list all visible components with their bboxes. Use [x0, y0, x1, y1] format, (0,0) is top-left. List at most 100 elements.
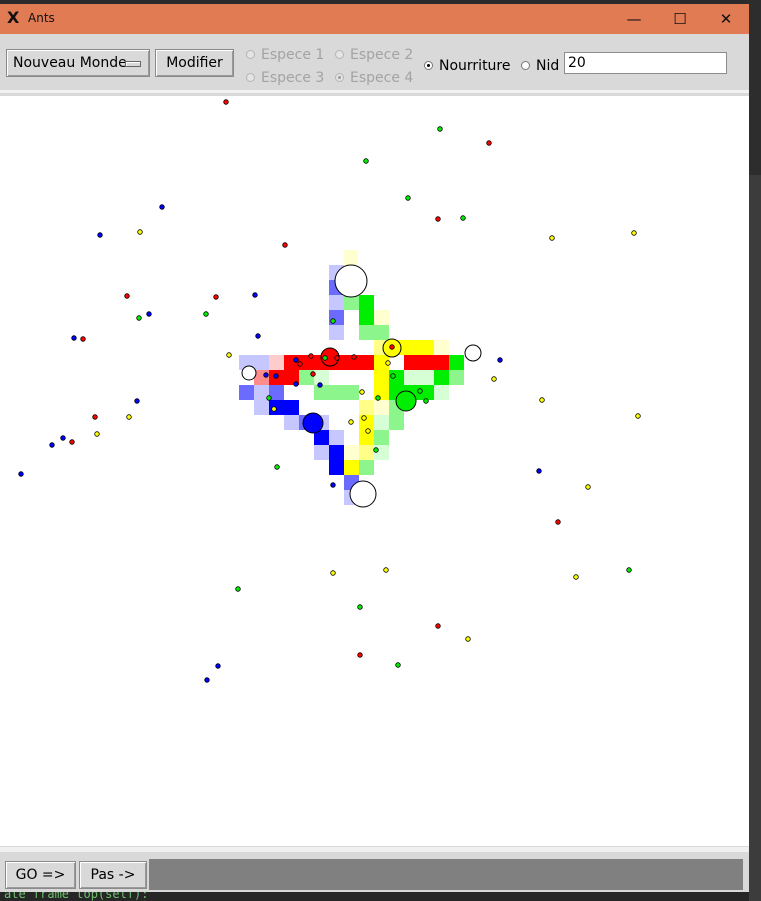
- ant-dot: [631, 230, 637, 236]
- ant-dot: [308, 353, 314, 359]
- toolbar-separator: [0, 90, 749, 93]
- radio-icon: [335, 50, 344, 59]
- ant-dot: [263, 372, 269, 378]
- amount-input[interactable]: [564, 52, 727, 74]
- ant-dot: [137, 229, 143, 235]
- ant-dot: [334, 355, 340, 361]
- pheromone-cell: [359, 355, 374, 370]
- ant-dot: [373, 447, 379, 453]
- ant-dot: [97, 232, 103, 238]
- ant-dot: [365, 428, 371, 434]
- pheromone-cell: [344, 250, 358, 265]
- ant-dot: [330, 570, 336, 576]
- ant-dot: [549, 235, 555, 241]
- ant-dot: [497, 357, 503, 363]
- ant-dot: [136, 315, 142, 321]
- ant-dot: [60, 435, 66, 441]
- food-circle: [241, 365, 257, 381]
- title-bar[interactable]: X Ants — ☐ ✕: [0, 4, 749, 34]
- pheromone-cell: [434, 385, 449, 400]
- minimize-button[interactable]: —: [626, 10, 642, 28]
- ant-dot: [348, 419, 354, 425]
- ant-dot: [385, 360, 391, 366]
- radio-icon: [246, 50, 255, 59]
- ant-dot: [573, 574, 579, 580]
- ant-dot: [266, 395, 272, 401]
- ant-dot: [235, 586, 241, 592]
- ant-dot: [555, 519, 561, 525]
- ant-dot: [297, 361, 303, 367]
- radio-selected-icon: [335, 73, 344, 82]
- world-menu-label: Nouveau Monde: [13, 55, 127, 71]
- ant-dot: [317, 382, 323, 388]
- maximize-button[interactable]: ☐: [673, 10, 687, 28]
- pheromone-cell: [299, 355, 314, 370]
- species-1-label: Espece 1: [261, 47, 325, 63]
- background-code-text: ate frame top(self):: [4, 892, 149, 901]
- ant-dot: [389, 344, 395, 350]
- pheromone-cell: [344, 445, 359, 460]
- pheromone-cell: [404, 370, 419, 385]
- ant-dot: [437, 126, 443, 132]
- bottom-separator: [0, 847, 749, 852]
- pheromone-cell: [254, 385, 269, 400]
- ant-dot: [536, 468, 542, 474]
- background-code-line: ate frame top(self):: [0, 892, 749, 901]
- pheromone-cell: [419, 370, 434, 385]
- modify-button[interactable]: Modifier: [155, 49, 234, 77]
- background-window-edge-top: [749, 0, 761, 175]
- ant-dot: [423, 398, 429, 404]
- pheromone-cell: [269, 400, 284, 415]
- pheromone-cell: [374, 355, 389, 370]
- ant-dot: [390, 373, 396, 379]
- pheromone-cell: [404, 340, 419, 355]
- pheromone-cell: [314, 430, 329, 445]
- ant-dot: [274, 464, 280, 470]
- simulation-canvas[interactable]: [0, 96, 749, 846]
- pheromone-cell: [359, 445, 374, 460]
- ant-dot: [383, 567, 389, 573]
- ant-dot: [124, 293, 130, 299]
- pheromone-cell: [374, 325, 389, 340]
- ant-dot: [417, 388, 423, 394]
- pheromone-cell: [344, 460, 359, 475]
- pheromone-cell: [449, 370, 464, 385]
- nest-circle: [395, 390, 417, 412]
- ant-dot: [71, 335, 77, 341]
- ant-dot: [375, 395, 381, 401]
- ant-dot: [273, 373, 279, 379]
- pheromone-cell: [374, 430, 389, 445]
- pheromone-cell: [359, 430, 374, 445]
- pheromone-cell: [359, 460, 374, 475]
- ant-dot: [330, 482, 336, 488]
- pheromone-cell: [374, 370, 389, 385]
- close-button[interactable]: ✕: [719, 10, 733, 28]
- step-button[interactable]: Pas ->: [79, 861, 147, 889]
- ant-dot: [363, 158, 369, 164]
- ant-dot: [293, 381, 299, 387]
- ant-dot: [322, 355, 328, 361]
- bottom-bar: GO => Pas ->: [0, 852, 749, 896]
- menu-indicator-icon: [125, 61, 141, 67]
- window-title: Ants: [28, 11, 55, 25]
- pheromone-cell: [434, 340, 449, 355]
- pheromone-cell: [434, 355, 449, 370]
- species-2-label: Espece 2: [350, 47, 414, 63]
- ant-dot: [395, 662, 401, 668]
- status-area: [149, 859, 743, 890]
- pheromone-cell: [374, 400, 389, 415]
- go-button[interactable]: GO =>: [5, 861, 76, 889]
- food-circle: [464, 344, 482, 362]
- radio-icon: [246, 73, 255, 82]
- world-menu-button[interactable]: Nouveau Monde: [6, 49, 150, 77]
- pheromone-cell: [239, 385, 254, 400]
- pheromone-cell: [284, 370, 299, 385]
- radio-selected-icon: [424, 61, 433, 70]
- ant-dot: [361, 415, 367, 421]
- pheromone-cell: [329, 325, 344, 340]
- ant-dot: [310, 371, 316, 377]
- ant-dot: [69, 439, 75, 445]
- ant-dot: [146, 311, 152, 317]
- radio-icon: [521, 61, 530, 70]
- ant-dot: [80, 336, 86, 342]
